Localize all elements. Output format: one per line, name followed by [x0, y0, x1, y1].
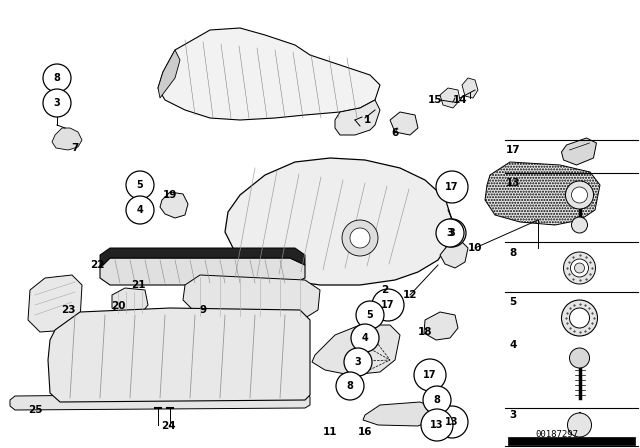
Polygon shape: [390, 112, 418, 135]
Text: 3: 3: [355, 357, 362, 367]
Text: 00187297: 00187297: [535, 430, 579, 439]
Text: 8: 8: [433, 395, 440, 405]
Polygon shape: [312, 325, 400, 375]
Text: 16: 16: [358, 427, 372, 437]
Polygon shape: [335, 100, 380, 135]
Circle shape: [436, 171, 468, 203]
Text: 4: 4: [509, 340, 516, 350]
Circle shape: [436, 406, 468, 438]
Polygon shape: [160, 192, 188, 218]
Polygon shape: [440, 240, 468, 268]
Circle shape: [570, 348, 589, 368]
Circle shape: [572, 187, 588, 203]
Text: 11: 11: [323, 427, 337, 437]
Text: 13: 13: [506, 178, 520, 188]
Text: 9: 9: [200, 305, 207, 315]
Text: 1: 1: [364, 115, 371, 125]
Text: 18: 18: [418, 327, 432, 337]
Circle shape: [126, 171, 154, 199]
Text: 8: 8: [54, 73, 60, 83]
Circle shape: [356, 301, 384, 329]
Circle shape: [436, 219, 464, 247]
Circle shape: [43, 64, 71, 92]
Polygon shape: [424, 312, 458, 340]
Text: 5: 5: [136, 180, 143, 190]
Polygon shape: [10, 393, 310, 410]
Circle shape: [350, 228, 370, 248]
Polygon shape: [112, 288, 148, 316]
Polygon shape: [52, 128, 82, 150]
Polygon shape: [485, 162, 600, 225]
Circle shape: [561, 300, 598, 336]
Text: 14: 14: [452, 95, 467, 105]
Text: 2: 2: [381, 285, 388, 295]
Circle shape: [126, 196, 154, 224]
Polygon shape: [462, 78, 478, 98]
Bar: [508, 437, 635, 445]
Text: 5: 5: [367, 310, 373, 320]
Text: 5: 5: [509, 297, 516, 307]
Polygon shape: [225, 158, 452, 285]
Polygon shape: [48, 308, 310, 402]
Circle shape: [344, 348, 372, 376]
Circle shape: [570, 308, 589, 328]
Polygon shape: [100, 258, 305, 285]
Text: 3: 3: [54, 98, 60, 108]
Circle shape: [575, 263, 584, 273]
Text: 7: 7: [71, 143, 79, 153]
Text: 23: 23: [61, 305, 76, 315]
Text: 17: 17: [423, 370, 436, 380]
Text: 12: 12: [403, 290, 417, 300]
Text: 3: 3: [447, 228, 453, 238]
Polygon shape: [183, 275, 320, 318]
Circle shape: [438, 219, 466, 247]
Text: 8: 8: [509, 248, 516, 258]
Polygon shape: [158, 28, 380, 120]
Polygon shape: [440, 88, 460, 108]
Text: 4: 4: [136, 205, 143, 215]
Circle shape: [414, 359, 446, 391]
Circle shape: [563, 252, 595, 284]
Text: 19: 19: [163, 190, 177, 200]
Text: 4: 4: [362, 333, 369, 343]
Circle shape: [421, 409, 453, 441]
Text: 22: 22: [90, 260, 104, 270]
Circle shape: [372, 289, 404, 321]
Circle shape: [423, 386, 451, 414]
Circle shape: [572, 217, 588, 233]
Circle shape: [43, 89, 71, 117]
Text: 13: 13: [430, 420, 444, 430]
Polygon shape: [158, 50, 180, 98]
Text: 17: 17: [445, 182, 459, 192]
Polygon shape: [100, 248, 305, 268]
Text: 6: 6: [392, 128, 399, 138]
Text: 21: 21: [131, 280, 145, 290]
Circle shape: [566, 181, 593, 209]
Circle shape: [342, 220, 378, 256]
Text: 24: 24: [161, 421, 175, 431]
Polygon shape: [363, 402, 435, 426]
Circle shape: [336, 372, 364, 400]
Circle shape: [351, 324, 379, 352]
Text: 8: 8: [347, 381, 353, 391]
Text: 3: 3: [509, 410, 516, 420]
Polygon shape: [28, 275, 82, 332]
Text: 20: 20: [111, 301, 125, 311]
Text: 13: 13: [445, 417, 459, 427]
Text: 3: 3: [449, 228, 456, 238]
Text: 17: 17: [506, 145, 520, 155]
Circle shape: [570, 259, 589, 277]
Polygon shape: [561, 138, 596, 165]
Text: 10: 10: [468, 243, 483, 253]
Text: 25: 25: [28, 405, 42, 415]
Text: 15: 15: [428, 95, 442, 105]
Text: 17: 17: [381, 300, 395, 310]
Circle shape: [568, 413, 591, 437]
